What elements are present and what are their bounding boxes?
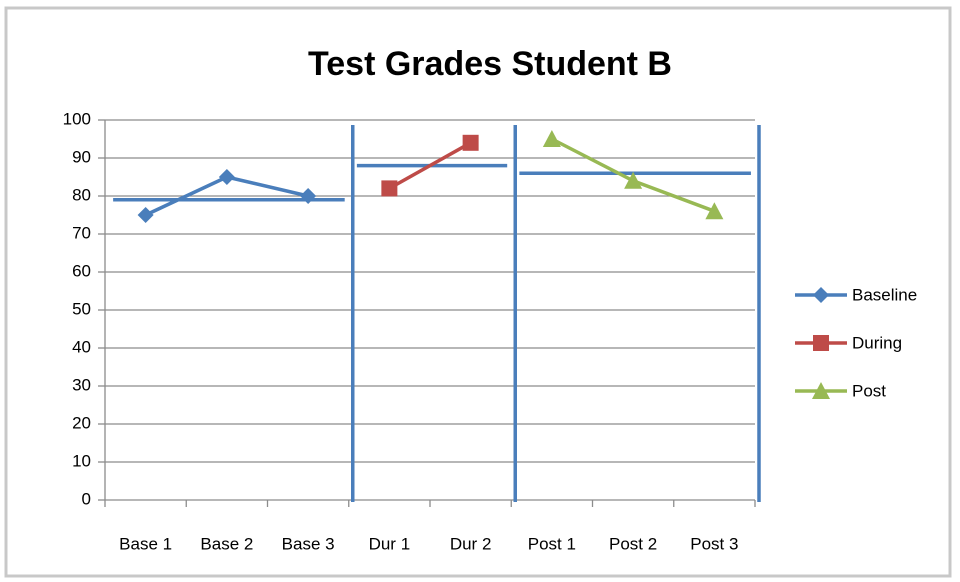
data-point [218,169,235,185]
data-point [381,180,398,197]
y-tick-label: 80 [72,185,91,204]
x-tick-label: Base 3 [282,534,335,553]
x-tick-label: Base 2 [200,534,253,553]
y-tick-label: 20 [72,413,91,432]
y-tick-label: 40 [72,337,91,356]
data-point [137,207,154,223]
data-point [462,134,479,151]
y-tick-label: 90 [72,147,91,166]
legend-label: Baseline [852,285,917,304]
x-tick-label: Dur 1 [369,534,411,553]
legend-marker [812,382,830,399]
y-tick-label: 10 [72,451,91,470]
x-tick-label: Post 1 [528,534,576,553]
data-point [705,202,724,220]
x-tick-label: Dur 2 [450,534,492,553]
data-point [542,130,561,147]
legend-label: Post [852,381,886,400]
chart-frame [4,6,952,578]
y-tick-label: 70 [72,223,91,242]
data-point [624,171,643,189]
y-tick-label: 30 [72,375,91,394]
chart-title: Test Grades Student B [308,45,672,83]
y-tick-label: 0 [82,489,91,508]
legend-marker [813,335,829,351]
x-tick-label: Post 2 [609,534,657,553]
series-line [388,141,472,190]
y-tick-label: 60 [72,261,91,280]
x-tick-label: Post 3 [690,534,738,553]
x-tick-label: Base 1 [119,534,172,553]
y-tick-label: 50 [72,299,91,318]
legend-label: During [852,333,902,352]
y-tick-label: 100 [63,109,91,128]
legend-marker [813,287,829,303]
data-point [300,188,317,204]
